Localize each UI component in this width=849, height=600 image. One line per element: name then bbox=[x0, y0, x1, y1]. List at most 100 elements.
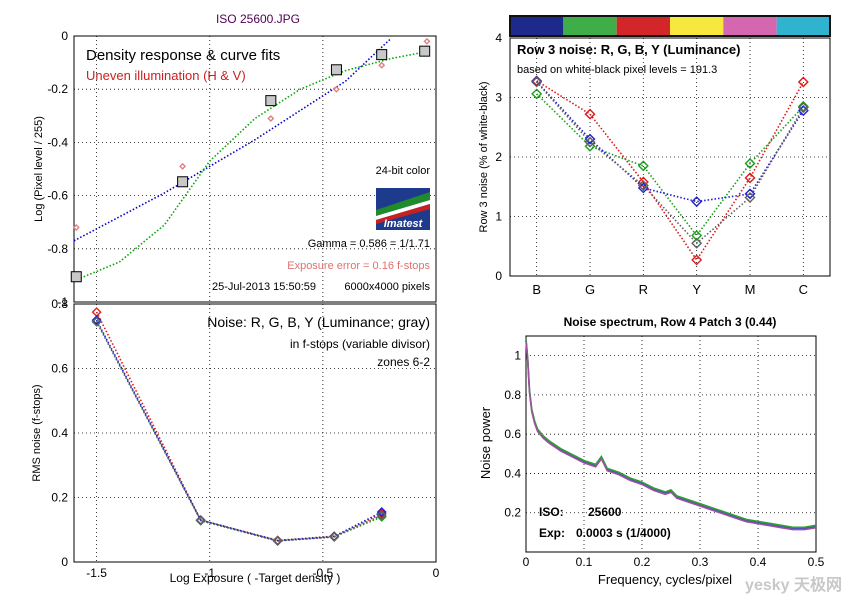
fstop-xtick-label: 0 bbox=[433, 566, 440, 580]
iso-value: 25600 bbox=[588, 505, 622, 519]
spectrum-line-2 bbox=[525, 341, 817, 531]
spectrum-xtick-label: 0 bbox=[523, 555, 530, 569]
density-point bbox=[330, 64, 342, 76]
exp-label: Exp: bbox=[539, 526, 565, 540]
row3-point-Y bbox=[797, 102, 809, 114]
density-ytick-label: -1 bbox=[57, 295, 68, 309]
spectrum-ylabel: Noise power bbox=[478, 406, 493, 479]
uneven-illumination-point bbox=[378, 61, 386, 69]
row3-ytick-label: 3 bbox=[495, 91, 502, 105]
row3-line-G bbox=[536, 93, 804, 237]
exp-value: 0.0003 s (1/4000) bbox=[576, 526, 671, 540]
fstop-point-Y bbox=[91, 316, 102, 327]
row3-points bbox=[531, 75, 809, 266]
fstop-series-lines bbox=[95, 311, 383, 542]
fstop-ticks: -1.5 -1 -0.5 0 0 0.2 0.4 0.6 0.8 bbox=[51, 297, 439, 580]
spectrum-xtick-label: 0.4 bbox=[750, 555, 767, 569]
row3-point-R bbox=[637, 176, 649, 188]
density-subtitle: Uneven illumination (H & V) bbox=[86, 68, 246, 83]
timestamp-label: 25-Jul-2013 15:50:59 bbox=[212, 281, 316, 293]
color-swatch bbox=[616, 16, 670, 36]
spectrum-xtick-label: 0.3 bbox=[692, 555, 709, 569]
uneven-illumination-point bbox=[179, 162, 187, 170]
fstop-ytick-label: 0.2 bbox=[51, 491, 68, 505]
row3-point-Y bbox=[584, 136, 596, 148]
color-swatch bbox=[510, 16, 564, 36]
fstop-xtick-label: -0.5 bbox=[313, 566, 334, 580]
density-points bbox=[70, 37, 431, 283]
row3-category-label: M bbox=[745, 282, 756, 297]
spectrum-ytick-label: 0.2 bbox=[504, 506, 521, 520]
row3-subtitle: based on white-black pixel levels = 191.… bbox=[517, 64, 717, 76]
density-fit-curve-0 bbox=[73, 38, 392, 242]
spectrum-plot-area bbox=[525, 335, 817, 553]
density-chart: 0 -0.2 -0.4 -0.6 -0.8 -1 Density response & c… bbox=[33, 29, 437, 309]
fstop-noise-chart: -1.5 -1 -0.5 0 0 0.2 0.4 0.6 0.8 Noise: R, G, B,… bbox=[31, 297, 440, 585]
fstop-ytick-label: 0.6 bbox=[51, 362, 68, 376]
row3-category-label: R bbox=[639, 282, 648, 297]
density-title: Density response & curve fits bbox=[86, 47, 280, 64]
noise-spectrum-chart: 0 0.1 0.2 0.3 0.4 0.5 0.2 0.4 0.6 0.8 1 Noise spec… bbox=[478, 315, 825, 587]
imatest-logo-text: Imatest bbox=[384, 218, 424, 230]
color-swatch bbox=[563, 16, 617, 36]
watermark: yesky 天极网 bbox=[745, 575, 842, 594]
density-ytick-label: -0.4 bbox=[47, 135, 68, 149]
row3-title: Row 3 noise: R, G, B, Y (Luminance) bbox=[517, 42, 740, 57]
fstop-xlabel: Log Exposure ( -Target density ) bbox=[170, 571, 341, 585]
uneven-illumination-point bbox=[423, 37, 431, 45]
fstop-point-B bbox=[91, 315, 102, 326]
row3-point-Y bbox=[637, 180, 649, 192]
density-ticks: 0 -0.2 -0.4 -0.6 -0.8 -1 bbox=[47, 29, 68, 309]
uneven-illumination-point bbox=[267, 114, 275, 122]
color-swatch bbox=[723, 16, 777, 36]
density-ytick-label: -0.2 bbox=[47, 82, 68, 96]
fstop-ytick-label: 0 bbox=[61, 555, 68, 569]
row3-point-B bbox=[744, 188, 756, 200]
density-point bbox=[419, 45, 431, 57]
fstop-title: Noise: R, G, B, Y (Luminance; gray) bbox=[207, 314, 430, 330]
row3-ytick-label: 2 bbox=[495, 150, 502, 164]
density-fit-curves bbox=[73, 38, 425, 282]
pixels-label: 6000x4000 pixels bbox=[344, 281, 430, 293]
spectrum-ytick-label: 0.4 bbox=[504, 466, 521, 480]
row3-line-R bbox=[536, 80, 805, 262]
spectrum-title: Noise spectrum, Row 4 Patch 3 (0.44) bbox=[564, 315, 777, 329]
row3-point-G bbox=[637, 160, 649, 172]
color-swatch bbox=[670, 16, 724, 36]
row3-point-G bbox=[584, 140, 596, 152]
fstop-ytick-label: 0.4 bbox=[51, 426, 68, 440]
row3-point-Y bbox=[531, 76, 543, 88]
row3-series-lines bbox=[536, 80, 805, 262]
row3-point-B bbox=[691, 196, 703, 208]
density-ytick-label: -0.6 bbox=[47, 189, 68, 203]
color-swatch bbox=[776, 16, 830, 36]
imatest-logo: Imatest bbox=[376, 188, 430, 230]
exposure-error-label: Exposure error = 0.16 f-stops bbox=[287, 260, 430, 272]
fstop-point-Y bbox=[195, 515, 206, 526]
density-point bbox=[177, 176, 189, 188]
fstop-point-Y bbox=[376, 510, 387, 521]
row3-point-B bbox=[584, 133, 596, 145]
fstop-line-B bbox=[95, 319, 383, 542]
spectrum-xtick-label: 0.5 bbox=[808, 555, 825, 569]
density-ytick-label: 0 bbox=[61, 29, 68, 43]
density-grid bbox=[74, 35, 437, 303]
row3-category-label: C bbox=[799, 282, 808, 297]
fstop-line-G bbox=[95, 321, 383, 542]
row3-ytick-label: 0 bbox=[495, 269, 502, 283]
spectrum-line-1 bbox=[525, 338, 817, 529]
spectrum-grid bbox=[525, 336, 817, 552]
iso-label: ISO: bbox=[539, 505, 564, 519]
spectrum-ytick-label: 1 bbox=[514, 349, 521, 363]
fstop-ytick-label: 0.8 bbox=[51, 297, 68, 311]
fstop-xtick-label: -1 bbox=[204, 566, 215, 580]
fstop-point-Y bbox=[272, 535, 283, 546]
color-swatch-strip bbox=[509, 15, 831, 37]
fstop-grid bbox=[74, 303, 437, 563]
row3-point-Y bbox=[744, 191, 756, 203]
spectrum-xlabel: Frequency, cycles/pixel bbox=[598, 572, 732, 587]
swatch-strip-border bbox=[509, 15, 831, 37]
figure-title: ISO 25600.JPG bbox=[216, 12, 300, 26]
row3-point-Y bbox=[691, 237, 703, 249]
